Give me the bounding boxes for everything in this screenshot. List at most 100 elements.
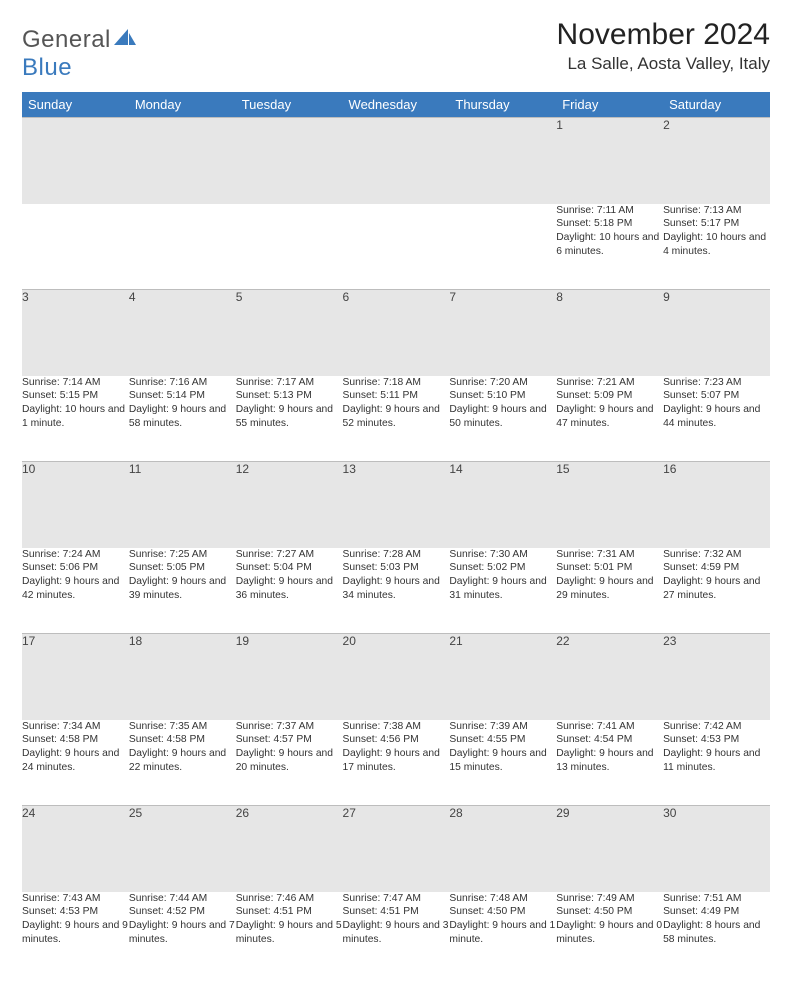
sunset-text: Sunset: 4:50 PM [449,905,556,919]
sunset-text: Sunset: 4:59 PM [663,561,770,575]
day-number-row: 24252627282930 [22,806,770,892]
sunset-text: Sunset: 4:51 PM [236,905,343,919]
day-cell: Sunrise: 7:49 AMSunset: 4:50 PMDaylight:… [556,892,663,978]
sunset-text: Sunset: 5:15 PM [22,389,129,403]
sunset-text: Sunset: 5:05 PM [129,561,236,575]
daylight-text: Daylight: 9 hours and 55 minutes. [236,403,343,431]
daylight-text: Daylight: 9 hours and 11 minutes. [663,747,770,775]
day-number: 14 [449,462,556,548]
sunrise-text: Sunrise: 7:20 AM [449,376,556,390]
day-cell: Sunrise: 7:28 AMSunset: 5:03 PMDaylight:… [343,548,450,634]
day-number [449,118,556,204]
weekday-header: Saturday [663,92,770,118]
sunset-text: Sunset: 4:58 PM [129,733,236,747]
sunset-text: Sunset: 4:50 PM [556,905,663,919]
sail-icon [114,26,136,53]
day-cell: Sunrise: 7:37 AMSunset: 4:57 PMDaylight:… [236,720,343,806]
weekday-header: Sunday [22,92,129,118]
daylight-text: Daylight: 9 hours and 36 minutes. [236,575,343,603]
day-cell: Sunrise: 7:41 AMSunset: 4:54 PMDaylight:… [556,720,663,806]
sunrise-text: Sunrise: 7:23 AM [663,376,770,390]
day-number: 8 [556,290,663,376]
day-cell: Sunrise: 7:48 AMSunset: 4:50 PMDaylight:… [449,892,556,978]
sunset-text: Sunset: 5:06 PM [22,561,129,575]
title-block: November 2024 La Salle, Aosta Valley, It… [557,18,770,74]
day-number: 2 [663,118,770,204]
sunset-text: Sunset: 5:03 PM [343,561,450,575]
day-cell: Sunrise: 7:44 AMSunset: 4:52 PMDaylight:… [129,892,236,978]
daylight-text: Daylight: 9 hours and 15 minutes. [449,747,556,775]
logo-text: General Blue [22,26,136,82]
sunset-text: Sunset: 5:10 PM [449,389,556,403]
sunrise-text: Sunrise: 7:32 AM [663,548,770,562]
sunrise-text: Sunrise: 7:35 AM [129,720,236,734]
logo-word-2: Blue [22,54,72,81]
day-cell: Sunrise: 7:47 AMSunset: 4:51 PMDaylight:… [343,892,450,978]
logo: General Blue [22,26,136,82]
sunrise-text: Sunrise: 7:46 AM [236,892,343,906]
day-number-row: 3456789 [22,290,770,376]
sunrise-text: Sunrise: 7:38 AM [343,720,450,734]
sunset-text: Sunset: 4:53 PM [22,905,129,919]
daylight-text: Daylight: 9 hours and 58 minutes. [129,403,236,431]
sunset-text: Sunset: 4:56 PM [343,733,450,747]
day-number: 26 [236,806,343,892]
sunrise-text: Sunrise: 7:39 AM [449,720,556,734]
day-number: 13 [343,462,450,548]
day-cell: Sunrise: 7:23 AMSunset: 5:07 PMDaylight:… [663,376,770,462]
day-cell [129,204,236,290]
daylight-text: Daylight: 8 hours and 58 minutes. [663,919,770,947]
day-cell: Sunrise: 7:11 AMSunset: 5:18 PMDaylight:… [556,204,663,290]
day-cell: Sunrise: 7:43 AMSunset: 4:53 PMDaylight:… [22,892,129,978]
day-number: 22 [556,634,663,720]
logo-word-1: General [22,26,111,53]
day-number: 19 [236,634,343,720]
daylight-text: Daylight: 9 hours and 7 minutes. [129,919,236,947]
daylight-text: Daylight: 9 hours and 0 minutes. [556,919,663,947]
sunset-text: Sunset: 4:55 PM [449,733,556,747]
weekday-header: Monday [129,92,236,118]
day-number: 6 [343,290,450,376]
daylight-text: Daylight: 9 hours and 34 minutes. [343,575,450,603]
weekday-header: Friday [556,92,663,118]
sunrise-text: Sunrise: 7:24 AM [22,548,129,562]
daylight-text: Daylight: 10 hours and 6 minutes. [556,231,663,259]
sunset-text: Sunset: 5:18 PM [556,217,663,231]
day-number-row: 12 [22,118,770,204]
daylight-text: Daylight: 10 hours and 1 minute. [22,403,129,431]
day-cell: Sunrise: 7:21 AMSunset: 5:09 PMDaylight:… [556,376,663,462]
day-number-row: 17181920212223 [22,634,770,720]
sunset-text: Sunset: 4:58 PM [22,733,129,747]
daylight-text: Daylight: 10 hours and 4 minutes. [663,231,770,259]
daylight-text: Daylight: 9 hours and 31 minutes. [449,575,556,603]
sunset-text: Sunset: 5:13 PM [236,389,343,403]
day-number: 10 [22,462,129,548]
sunset-text: Sunset: 5:02 PM [449,561,556,575]
sunrise-text: Sunrise: 7:21 AM [556,376,663,390]
day-number: 25 [129,806,236,892]
sunset-text: Sunset: 4:51 PM [343,905,450,919]
day-number: 24 [22,806,129,892]
daylight-text: Daylight: 9 hours and 22 minutes. [129,747,236,775]
day-number [129,118,236,204]
sunrise-text: Sunrise: 7:17 AM [236,376,343,390]
day-cell: Sunrise: 7:30 AMSunset: 5:02 PMDaylight:… [449,548,556,634]
sunrise-text: Sunrise: 7:11 AM [556,204,663,218]
day-cell: Sunrise: 7:32 AMSunset: 4:59 PMDaylight:… [663,548,770,634]
sunrise-text: Sunrise: 7:27 AM [236,548,343,562]
day-cell: Sunrise: 7:35 AMSunset: 4:58 PMDaylight:… [129,720,236,806]
day-cell [22,204,129,290]
day-number: 18 [129,634,236,720]
sunset-text: Sunset: 4:54 PM [556,733,663,747]
daylight-text: Daylight: 9 hours and 20 minutes. [236,747,343,775]
day-number: 27 [343,806,450,892]
sunset-text: Sunset: 5:07 PM [663,389,770,403]
day-content-row: Sunrise: 7:43 AMSunset: 4:53 PMDaylight:… [22,892,770,978]
daylight-text: Daylight: 9 hours and 3 minutes. [343,919,450,947]
sunrise-text: Sunrise: 7:49 AM [556,892,663,906]
day-number: 9 [663,290,770,376]
sunrise-text: Sunrise: 7:14 AM [22,376,129,390]
day-content-row: Sunrise: 7:24 AMSunset: 5:06 PM Daylight:… [22,548,770,634]
day-number [343,118,450,204]
sunset-text: Sunset: 5:01 PM [556,561,663,575]
